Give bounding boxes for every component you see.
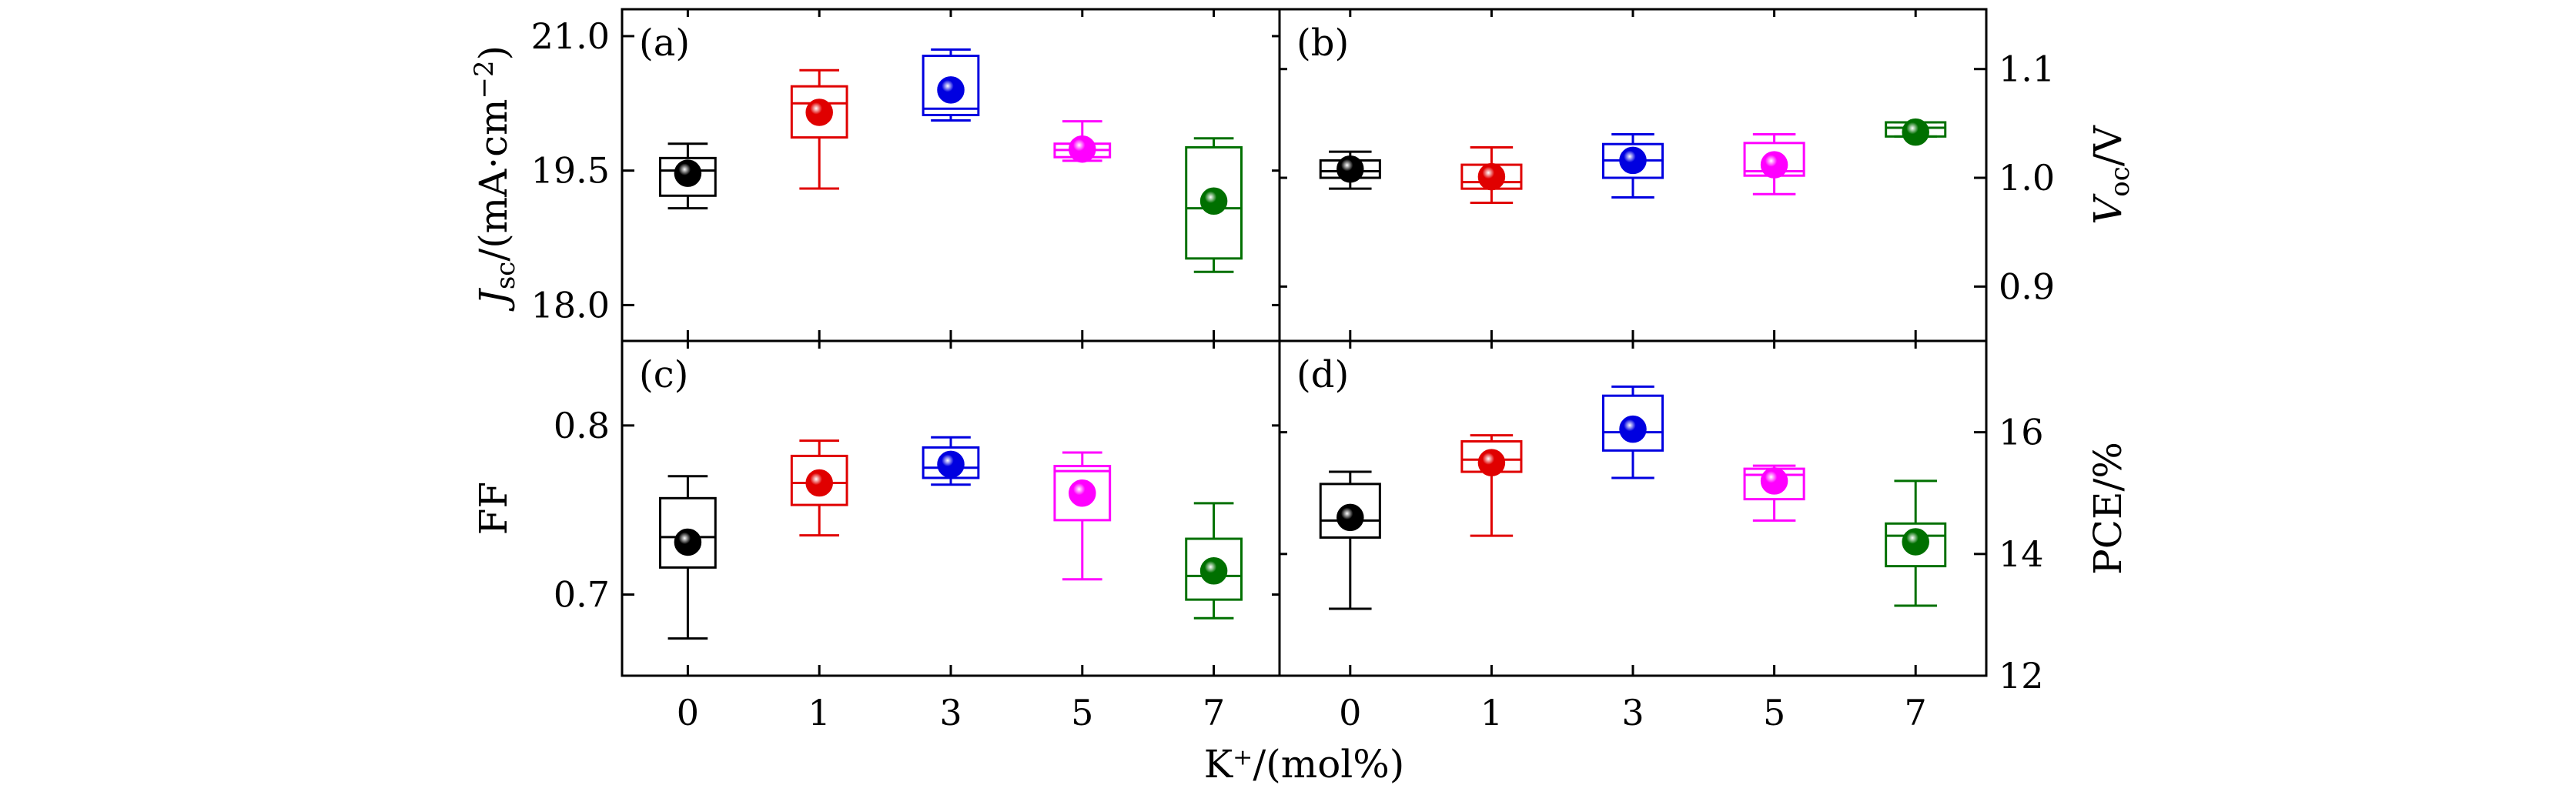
mean-marker [1337,503,1364,532]
x-tick-label: 0 [677,692,699,733]
box-5 [1053,451,1112,581]
box-iqr [922,55,980,116]
x-tick-label: 1 [808,692,831,733]
y-tick-label: 1.1 [1999,48,2055,90]
mean-marker [1069,479,1096,507]
box-3 [922,436,980,486]
y-tick-label: 0.8 [554,405,610,446]
panel-label: (b) [1296,22,1349,65]
mean-marker [1337,155,1364,183]
box-1 [1460,434,1523,537]
box-7 [1185,137,1243,273]
box-3 [1601,385,1664,479]
y-axis-title: Jsc/(mA·cm−2) [469,45,521,312]
box-7 [1885,479,1947,607]
y-tick-label: 0.7 [554,574,610,616]
box-0 [1319,470,1381,610]
box-iqr [1601,394,1664,452]
box-0 [1319,150,1381,190]
mean-marker [1619,146,1647,175]
panel-frame [621,8,1281,342]
mean-marker [1199,557,1228,585]
x-tick-label: 0 [1339,692,1361,733]
box-3 [1601,133,1664,199]
mean-marker [1619,415,1647,443]
y-tick-label: 1.0 [1999,157,2055,199]
box-1 [1460,145,1523,205]
panel-frame [1278,8,1988,342]
panel-frame [621,339,1281,677]
mean-marker [937,450,965,479]
box-5 [1743,133,1805,195]
x-axis-title: K⁺/(mol%) [1204,742,1405,787]
mean-marker [805,469,833,497]
box-iqr [1885,522,1947,568]
mean-marker [1902,528,1929,556]
box-iqr [659,496,717,569]
panel-d: (d) 12 14 16 0 1 3 5 7 PCE/% [1278,339,2130,733]
x-tick-label: 7 [1905,692,1927,733]
mean-marker [674,159,702,187]
y-tick-label: 18.0 [531,284,610,326]
mean-marker [1477,162,1506,191]
box-5 [1053,120,1112,163]
mean-marker [1069,135,1096,163]
mean-marker [674,528,702,556]
panel-b: (b) 0.9 1.0 1.1 Voc/V [1278,8,2136,342]
box-1 [790,439,848,537]
mean-marker [937,76,965,104]
y-tick-label: 21.0 [531,15,610,57]
mean-marker [1760,467,1788,495]
box-5 [1743,464,1805,522]
y-tick-label: 16 [1999,412,2044,453]
box-3 [922,48,980,122]
x-tick-label: 5 [1071,692,1093,733]
panel-c: (c) 0.7 0.8 0 1 3 5 7 FF [471,339,1281,733]
panel-label: (a) [639,22,690,65]
mean-marker [1477,449,1506,476]
box-0 [659,142,717,210]
panel-label: (c) [639,353,688,396]
y-tick-label: 12 [1999,655,2044,696]
box-0 [659,475,717,640]
box-iqr [790,454,848,506]
y-axis-title: Voc/V [2086,125,2136,224]
y-tick-label: 0.9 [1999,266,2055,307]
box-1 [790,68,848,190]
x-tick-label: 7 [1203,692,1225,733]
box-iqr [1053,465,1112,522]
box-7 [1885,118,1947,146]
mean-marker [1902,118,1929,146]
box-7 [1185,502,1243,620]
mean-marker [805,99,833,126]
mean-marker [1760,151,1788,179]
x-tick-label: 1 [1480,692,1503,733]
y-tick-label: 19.5 [531,150,610,192]
box-iqr [790,85,848,139]
y-axis-title: PCE/% [2086,442,2130,575]
box-iqr [1185,537,1243,601]
x-tick-label: 3 [1621,692,1644,733]
x-tick-label: 3 [939,692,962,733]
panel-label: (d) [1296,353,1349,396]
y-tick-label: 14 [1999,533,2044,575]
x-tick-label: 5 [1763,692,1785,733]
box-iqr [1319,483,1381,539]
mean-marker [1199,187,1228,215]
box-iqr [1185,145,1243,260]
box-iqr [659,156,717,197]
y-axis-title: FF [471,482,516,535]
